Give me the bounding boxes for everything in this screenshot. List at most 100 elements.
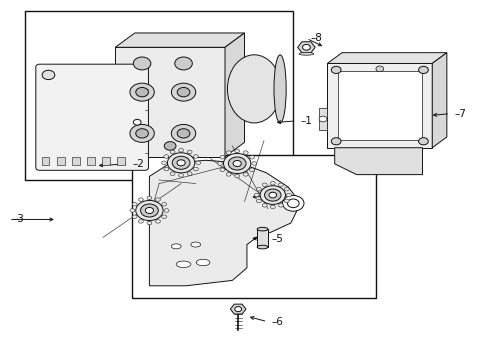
Bar bbox=[72, 157, 80, 165]
Circle shape bbox=[171, 125, 195, 142]
Circle shape bbox=[418, 138, 427, 145]
Ellipse shape bbox=[171, 244, 181, 249]
Text: –2: –2 bbox=[132, 159, 144, 169]
Text: –1: –1 bbox=[300, 116, 312, 126]
Circle shape bbox=[132, 202, 137, 206]
Text: –6: –6 bbox=[271, 317, 283, 327]
Circle shape bbox=[375, 66, 383, 72]
Circle shape bbox=[147, 221, 152, 225]
Ellipse shape bbox=[257, 245, 267, 249]
Circle shape bbox=[234, 149, 239, 153]
Text: –7: –7 bbox=[453, 109, 465, 119]
Circle shape bbox=[284, 199, 288, 203]
Bar bbox=[25, 12, 293, 180]
Bar bbox=[57, 157, 64, 165]
Circle shape bbox=[226, 172, 231, 176]
Bar bbox=[117, 157, 125, 165]
Circle shape bbox=[256, 199, 261, 203]
Circle shape bbox=[136, 87, 148, 97]
Circle shape bbox=[136, 129, 148, 138]
Circle shape bbox=[187, 172, 192, 175]
Circle shape bbox=[270, 181, 275, 185]
Ellipse shape bbox=[176, 261, 190, 267]
Circle shape bbox=[193, 155, 198, 158]
Circle shape bbox=[302, 44, 310, 50]
Circle shape bbox=[220, 168, 224, 172]
Circle shape bbox=[161, 161, 166, 165]
Circle shape bbox=[171, 83, 195, 101]
Circle shape bbox=[278, 183, 283, 186]
Bar bbox=[327, 63, 431, 148]
Circle shape bbox=[330, 66, 340, 73]
Circle shape bbox=[228, 157, 245, 170]
Circle shape bbox=[234, 174, 239, 178]
Circle shape bbox=[178, 148, 183, 152]
Circle shape bbox=[256, 187, 261, 191]
Ellipse shape bbox=[227, 55, 281, 123]
Circle shape bbox=[264, 189, 281, 201]
Circle shape bbox=[268, 192, 276, 198]
Circle shape bbox=[251, 162, 256, 165]
Circle shape bbox=[226, 151, 231, 154]
Bar bbox=[41, 157, 49, 165]
Text: –3: –3 bbox=[13, 215, 25, 224]
Circle shape bbox=[249, 156, 254, 159]
Circle shape bbox=[177, 129, 189, 138]
Circle shape bbox=[172, 156, 190, 169]
Circle shape bbox=[195, 161, 200, 165]
Circle shape bbox=[319, 116, 326, 122]
Circle shape bbox=[130, 83, 154, 101]
Circle shape bbox=[136, 201, 163, 221]
Circle shape bbox=[145, 207, 153, 213]
Circle shape bbox=[155, 220, 160, 223]
Polygon shape bbox=[149, 160, 300, 286]
Circle shape bbox=[133, 57, 151, 70]
Circle shape bbox=[177, 87, 189, 97]
Circle shape bbox=[133, 120, 141, 125]
Text: –4: –4 bbox=[271, 191, 283, 201]
Ellipse shape bbox=[299, 52, 313, 55]
Circle shape bbox=[130, 125, 154, 142]
Circle shape bbox=[138, 220, 143, 223]
Bar bbox=[132, 155, 375, 298]
Circle shape bbox=[254, 193, 259, 197]
Circle shape bbox=[262, 203, 266, 207]
Circle shape bbox=[262, 183, 266, 186]
Circle shape bbox=[170, 150, 175, 154]
Circle shape bbox=[278, 203, 283, 207]
Circle shape bbox=[220, 156, 224, 159]
Bar bbox=[115, 47, 224, 157]
Circle shape bbox=[287, 199, 299, 208]
Circle shape bbox=[167, 153, 194, 173]
Circle shape bbox=[163, 155, 168, 158]
Circle shape bbox=[234, 307, 241, 312]
Ellipse shape bbox=[257, 227, 267, 231]
Bar bbox=[102, 157, 110, 165]
Bar bbox=[87, 157, 95, 165]
Polygon shape bbox=[431, 53, 446, 148]
Ellipse shape bbox=[190, 242, 200, 247]
Circle shape bbox=[193, 167, 198, 171]
Circle shape bbox=[162, 202, 166, 206]
Bar bbox=[318, 108, 327, 130]
Text: –5: –5 bbox=[271, 234, 283, 244]
Circle shape bbox=[223, 153, 250, 174]
Circle shape bbox=[284, 187, 288, 191]
Ellipse shape bbox=[273, 55, 285, 123]
Circle shape bbox=[217, 162, 222, 165]
Circle shape bbox=[147, 196, 152, 200]
Bar bbox=[257, 229, 267, 247]
Circle shape bbox=[138, 198, 143, 201]
Circle shape bbox=[249, 168, 254, 172]
Text: –8: –8 bbox=[310, 33, 322, 43]
Circle shape bbox=[163, 167, 168, 171]
Ellipse shape bbox=[196, 259, 209, 266]
Circle shape bbox=[170, 172, 175, 175]
Circle shape bbox=[418, 66, 427, 73]
Circle shape bbox=[155, 198, 160, 201]
Circle shape bbox=[162, 215, 166, 219]
Circle shape bbox=[130, 209, 135, 212]
Circle shape bbox=[243, 151, 247, 154]
Circle shape bbox=[286, 193, 291, 197]
Circle shape bbox=[164, 141, 176, 150]
